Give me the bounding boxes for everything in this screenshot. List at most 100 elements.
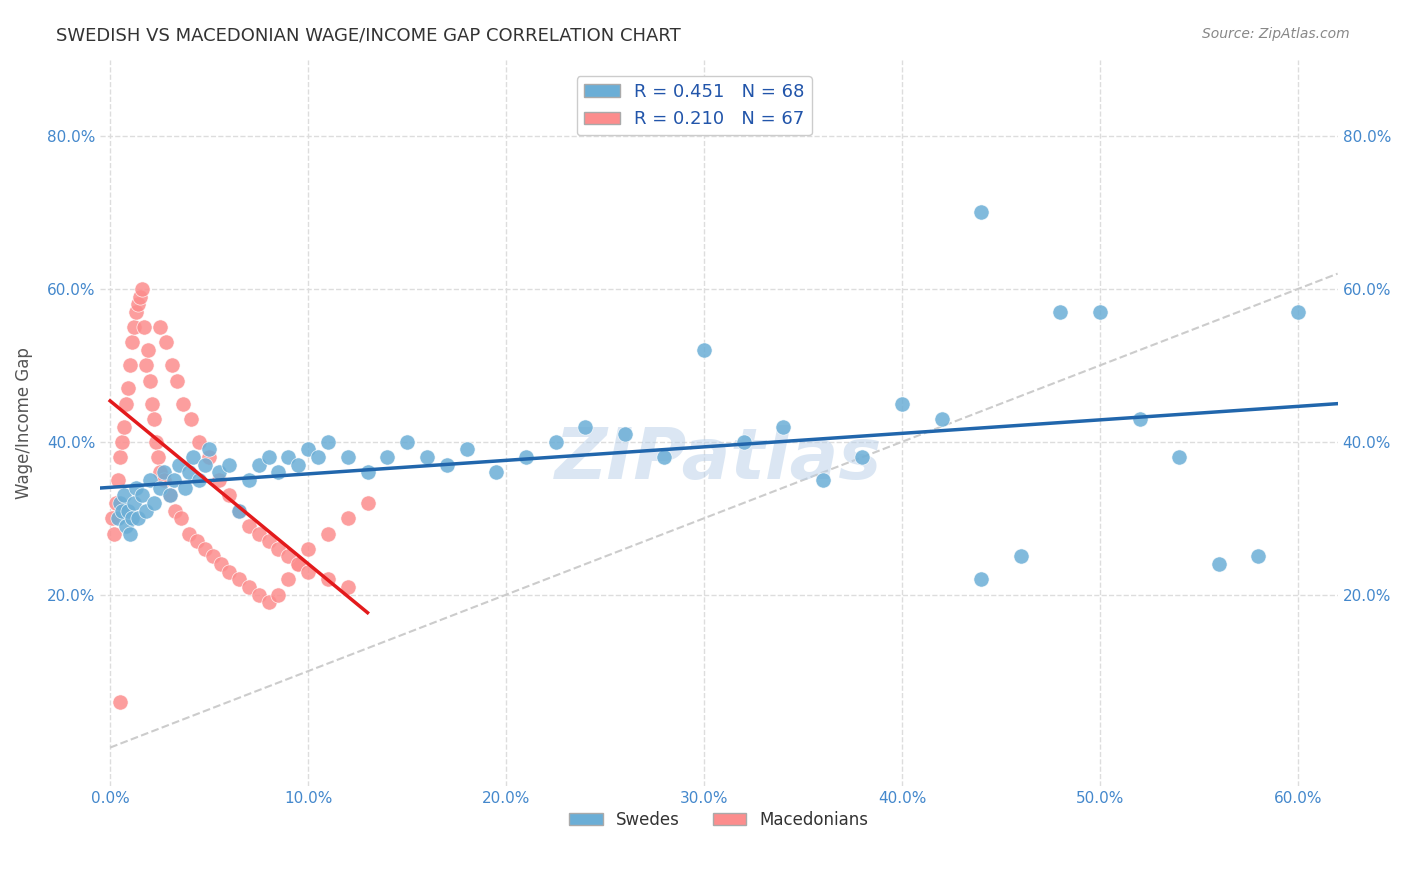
Text: Source: ZipAtlas.com: Source: ZipAtlas.com	[1202, 27, 1350, 41]
Point	[121, 335, 143, 350]
Point	[117, 503, 139, 517]
Point	[1168, 450, 1191, 464]
Point	[118, 526, 141, 541]
Point	[277, 450, 299, 464]
Point	[142, 496, 165, 510]
Point	[772, 419, 794, 434]
Point	[181, 450, 204, 464]
Point	[416, 450, 439, 464]
Point	[485, 466, 508, 480]
Point	[105, 496, 128, 510]
Point	[1088, 305, 1111, 319]
Point	[135, 503, 157, 517]
Point	[111, 434, 134, 449]
Point	[396, 434, 419, 449]
Point	[1247, 549, 1270, 564]
Point	[101, 511, 124, 525]
Text: SWEDISH VS MACEDONIAN WAGE/INCOME GAP CORRELATION CHART: SWEDISH VS MACEDONIAN WAGE/INCOME GAP CO…	[56, 27, 681, 45]
Point	[107, 511, 129, 525]
Point	[139, 374, 162, 388]
Point	[267, 588, 290, 602]
Point	[152, 473, 174, 487]
Y-axis label: Wage/Income Gap: Wage/Income Gap	[15, 347, 32, 499]
Point	[127, 511, 149, 525]
Point	[159, 488, 181, 502]
Point	[170, 511, 193, 525]
Point	[122, 496, 145, 510]
Point	[247, 588, 270, 602]
Point	[172, 396, 194, 410]
Point	[316, 434, 339, 449]
Point	[155, 335, 177, 350]
Point	[267, 541, 290, 556]
Point	[356, 466, 378, 480]
Point	[174, 481, 197, 495]
Point	[125, 305, 148, 319]
Point	[108, 695, 131, 709]
Point	[1049, 305, 1071, 319]
Point	[247, 526, 270, 541]
Point	[107, 473, 129, 487]
Point	[132, 320, 155, 334]
Point	[186, 534, 208, 549]
Point	[108, 496, 131, 510]
Point	[198, 450, 221, 464]
Point	[257, 450, 280, 464]
Point	[287, 557, 309, 571]
Point	[122, 320, 145, 334]
Point	[1129, 412, 1152, 426]
Point	[733, 434, 755, 449]
Point	[218, 565, 240, 579]
Point	[228, 503, 250, 517]
Point	[135, 359, 157, 373]
Point	[180, 412, 202, 426]
Point	[267, 466, 290, 480]
Point	[257, 534, 280, 549]
Point	[117, 381, 139, 395]
Point	[209, 557, 232, 571]
Point	[118, 359, 141, 373]
Point	[111, 503, 134, 517]
Point	[152, 466, 174, 480]
Point	[1010, 549, 1032, 564]
Point	[375, 450, 398, 464]
Point	[515, 450, 537, 464]
Point	[139, 473, 162, 487]
Point	[654, 450, 676, 464]
Point	[149, 481, 172, 495]
Point	[218, 458, 240, 472]
Point	[115, 519, 138, 533]
Point	[131, 488, 153, 502]
Point	[851, 450, 873, 464]
Point	[194, 458, 217, 472]
Point	[108, 450, 131, 464]
Point	[307, 450, 329, 464]
Point	[811, 473, 834, 487]
Point	[166, 374, 188, 388]
Point	[112, 488, 135, 502]
Point	[277, 573, 299, 587]
Point	[160, 359, 183, 373]
Point	[179, 466, 201, 480]
Point	[142, 412, 165, 426]
Point	[574, 419, 596, 434]
Point	[316, 526, 339, 541]
Point	[162, 473, 184, 487]
Point	[228, 573, 250, 587]
Point	[277, 549, 299, 564]
Legend: Swedes, Macedonians: Swedes, Macedonians	[562, 805, 876, 836]
Point	[247, 458, 270, 472]
Point	[544, 434, 567, 449]
Point	[297, 442, 319, 457]
Point	[970, 573, 993, 587]
Point	[238, 473, 260, 487]
Point	[456, 442, 478, 457]
Point	[336, 450, 359, 464]
Point	[198, 442, 221, 457]
Point	[287, 458, 309, 472]
Point	[149, 466, 172, 480]
Point	[188, 434, 211, 449]
Point	[297, 565, 319, 579]
Point	[238, 519, 260, 533]
Point	[693, 343, 716, 357]
